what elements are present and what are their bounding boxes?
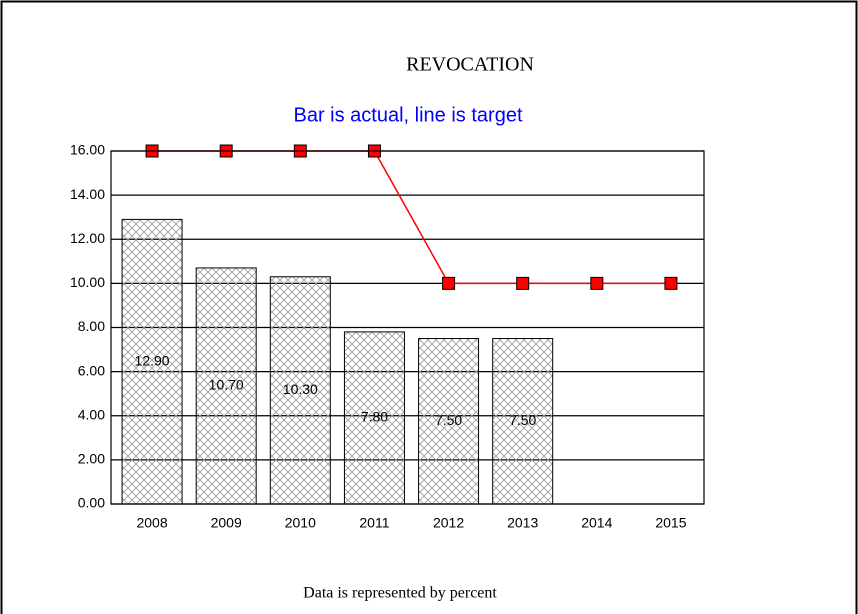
y-tick-label: 12.00 [70,230,105,246]
data-label: 7.50 [435,412,462,428]
line-marker [442,276,456,290]
chart-title: REVOCATION [406,54,534,76]
line-marker [516,276,530,290]
x-tick-label: 2011 [359,515,389,531]
x-tick-label: 2012 [433,515,464,531]
x-tick-label: 2014 [581,515,612,531]
bar [269,276,331,505]
line-marker [590,276,604,290]
data-label: 10.70 [209,377,244,393]
x-tick-label: 2010 [285,515,316,531]
y-tick-label: 2.00 [78,451,105,467]
y-tick-label: 0.00 [78,495,105,511]
bar [121,218,183,505]
plot-border [110,150,705,505]
x-tick-label: 2013 [507,515,538,531]
x-tick-label: 2015 [655,515,686,531]
data-label: 12.90 [135,352,170,368]
chart-subtitle: Bar is actual, line is target [294,104,523,126]
y-tick-label: 4.00 [78,406,105,422]
y-tick-label: 14.00 [70,186,105,202]
footnote: Data is represented by percent [303,585,497,602]
y-tick-label: 10.00 [70,274,105,290]
bar [418,338,480,505]
y-tick-label: 8.00 [78,318,105,334]
line-marker [664,276,678,290]
data-label: 7.80 [361,409,388,425]
data-label: 7.50 [509,412,536,428]
bar [195,267,257,505]
x-tick-label: 2009 [211,515,242,531]
y-tick-label: 16.00 [70,142,105,158]
y-tick-label: 6.00 [78,362,105,378]
data-label: 10.30 [283,381,318,397]
x-tick-label: 2008 [136,515,167,531]
